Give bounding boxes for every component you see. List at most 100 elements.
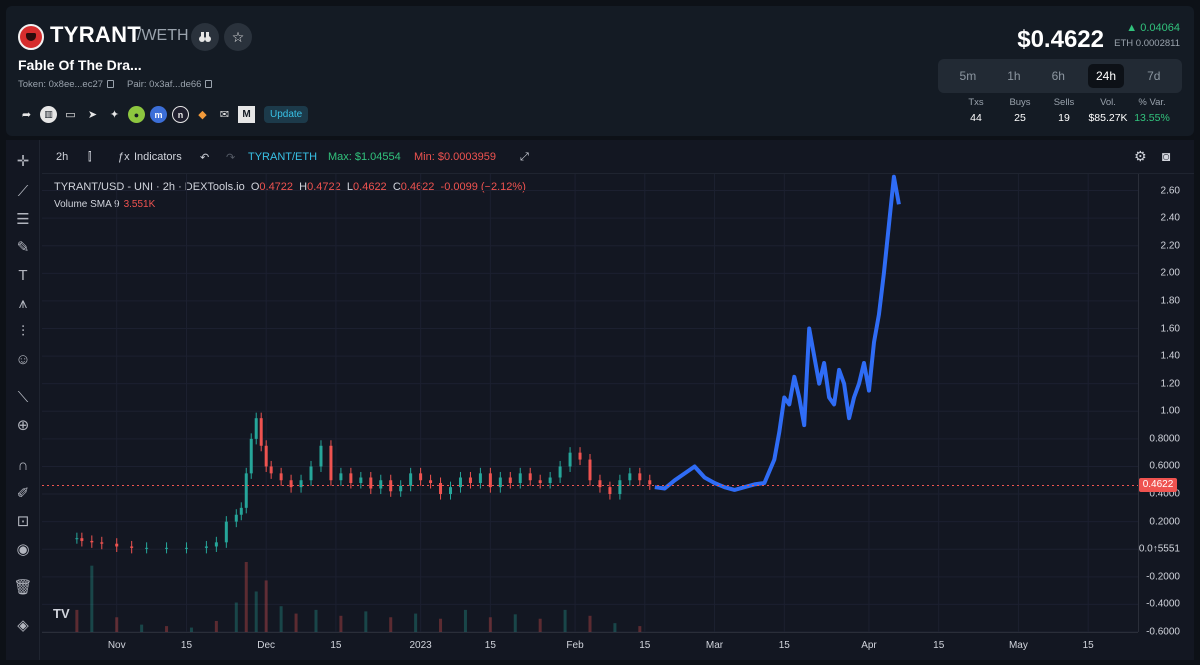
- timeframe-6h[interactable]: 6h: [1051, 69, 1065, 83]
- fullscreen-icon[interactable]: ⤢: [520, 151, 529, 163]
- volume-bar: [339, 615, 343, 632]
- candle-body: [115, 543, 119, 547]
- volume-bar: [364, 611, 368, 632]
- coinmarketcap-icon[interactable]: m: [150, 106, 167, 123]
- candle-body: [429, 480, 433, 484]
- time-axis[interactable]: Nov 15 Dec 15 2023 15 Feb 15 Mar 15 Apr 15 May 15: [42, 632, 1138, 658]
- y-tick-label: 1.00: [1160, 405, 1180, 417]
- layers-icon[interactable]: ◈: [17, 617, 29, 634]
- y-tick-label: 1.20: [1160, 378, 1180, 390]
- timeframe-5m[interactable]: 5m: [959, 69, 977, 83]
- settings-icon[interactable]: ⚙: [1134, 148, 1147, 164]
- price-axis[interactable]: 2.60 2.40 2.20 2.00 1.80 1.60 1.40 1.20 1.00 0.80…: [1138, 174, 1194, 638]
- volume-bar: [439, 618, 443, 632]
- eye-icon[interactable]: ◉: [16, 541, 30, 558]
- x-tick-label: Feb: [566, 640, 584, 651]
- share-icon[interactable]: ➦: [21, 109, 32, 121]
- candle-body: [548, 477, 552, 484]
- medium-icon[interactable]: M: [238, 106, 255, 123]
- volume-bar: [214, 620, 218, 632]
- text-icon[interactable]: T: [18, 266, 28, 284]
- ruler-icon[interactable]: ⟍: [17, 388, 29, 406]
- candle-body: [319, 445, 323, 467]
- x-tick-label: 15: [330, 640, 342, 651]
- candle-body: [289, 480, 293, 488]
- trade-stats: Txs 44 Buys 25 Sells 19 Vol. $85.27K% Var. 13.55…: [954, 97, 1174, 124]
- candle-body: [359, 477, 363, 484]
- copy-icon[interactable]: [205, 80, 213, 89]
- website-icon[interactable]: ▭: [65, 109, 76, 121]
- candle-body: [608, 487, 612, 495]
- twitter-icon[interactable]: ✦: [109, 109, 120, 121]
- candle-body: [264, 445, 268, 467]
- indicators-icon[interactable]: ƒx: [118, 151, 130, 163]
- y-tick-label: 1.40: [1160, 350, 1180, 362]
- candle-body: [538, 480, 542, 484]
- volume-legend: Volume SMA 9 3.551K: [54, 199, 156, 210]
- y-tick-label: -0.6000: [1146, 626, 1180, 638]
- pair-label: /WETH: [137, 27, 189, 44]
- undo-icon[interactable]: ↶: [200, 152, 210, 164]
- binoculars-icon[interactable]: [191, 23, 219, 51]
- y-tick-label: -0.4000: [1146, 598, 1180, 610]
- candle-body: [130, 546, 134, 548]
- x-tick-label: Mar: [705, 640, 724, 651]
- magnet-icon[interactable]: ∩: [17, 456, 29, 474]
- prediction-icon[interactable]: ⫶: [21, 322, 25, 340]
- timeframe-24h[interactable]: 24h: [1088, 64, 1125, 88]
- candle-type-icon[interactable]: ⫿: [88, 151, 92, 163]
- candle-body: [239, 507, 243, 515]
- volume-bar: [463, 609, 467, 632]
- pattern-icon[interactable]: ⩚: [18, 294, 28, 312]
- timeframe-7d[interactable]: 7d: [1147, 69, 1161, 83]
- candle-body: [224, 521, 228, 543]
- camera-icon[interactable]: ◙: [1162, 148, 1171, 164]
- y-tick-label: 2.40: [1160, 212, 1180, 224]
- metamask-icon[interactable]: ◆: [198, 109, 207, 121]
- y-tick-label: 0.2000: [1149, 516, 1180, 528]
- volume-bar: [588, 615, 592, 632]
- volume-bar: [294, 613, 298, 632]
- fib-retracement-icon[interactable]: ☰: [16, 211, 30, 228]
- star-icon[interactable]: ☆: [224, 23, 252, 51]
- candle-body: [588, 459, 592, 481]
- stat-0: Txs 44: [968, 97, 984, 124]
- y-tick-label: 2.20: [1160, 240, 1180, 252]
- chart-stats-icon[interactable]: ▥: [40, 106, 57, 123]
- lock-icon[interactable]: ⊡: [16, 513, 30, 530]
- candle-body: [488, 473, 492, 488]
- candle-body: [508, 477, 512, 484]
- update-button[interactable]: Update: [264, 106, 309, 123]
- volume-bar: [538, 618, 542, 632]
- pair-switch-link[interactable]: TYRANT/ETH: [248, 151, 318, 163]
- y-tick-label: -0.2000: [1146, 571, 1180, 583]
- crosshair-icon[interactable]: ✛: [16, 153, 30, 170]
- zoom-in-icon[interactable]: ⊕: [16, 417, 30, 434]
- candle-body: [518, 473, 522, 484]
- trash-icon[interactable]: 🗑: [13, 579, 33, 596]
- candle-body: [419, 473, 423, 481]
- lock-drawing-icon[interactable]: ✐: [16, 485, 30, 502]
- trend-line-icon[interactable]: ⟋: [17, 182, 29, 200]
- x-tick-label: Nov: [107, 640, 126, 651]
- candle-body: [439, 483, 443, 495]
- tradingview-logo: TV: [53, 606, 70, 621]
- brush-icon[interactable]: ✎: [16, 239, 30, 256]
- timeframe-1h[interactable]: 1h: [1007, 69, 1021, 83]
- x-tick-label: 2023: [409, 640, 432, 651]
- stat-2: Sells 19: [1053, 97, 1075, 124]
- coingecko-icon[interactable]: ●: [128, 106, 145, 123]
- email-icon[interactable]: ✉: [219, 109, 230, 121]
- nomics-icon[interactable]: n: [172, 106, 189, 123]
- telegram-icon[interactable]: ➤: [87, 109, 98, 121]
- interval-selector[interactable]: 2h: [56, 151, 69, 163]
- indicators-button[interactable]: Indicators: [134, 151, 182, 163]
- price-plot[interactable]: [42, 174, 1138, 632]
- emoji-icon[interactable]: ☺: [15, 350, 31, 368]
- redo-icon[interactable]: ↷: [226, 152, 236, 164]
- stat-4: % Var. 13.55%: [1134, 97, 1170, 124]
- volume-bar: [90, 565, 94, 632]
- chart-toolbar: 2h ⫿ ƒx Indicators ↶ ↷ TYRANT/ETH Max: $…: [42, 140, 1194, 174]
- volume-bar: [75, 609, 79, 632]
- copy-icon[interactable]: [107, 80, 115, 89]
